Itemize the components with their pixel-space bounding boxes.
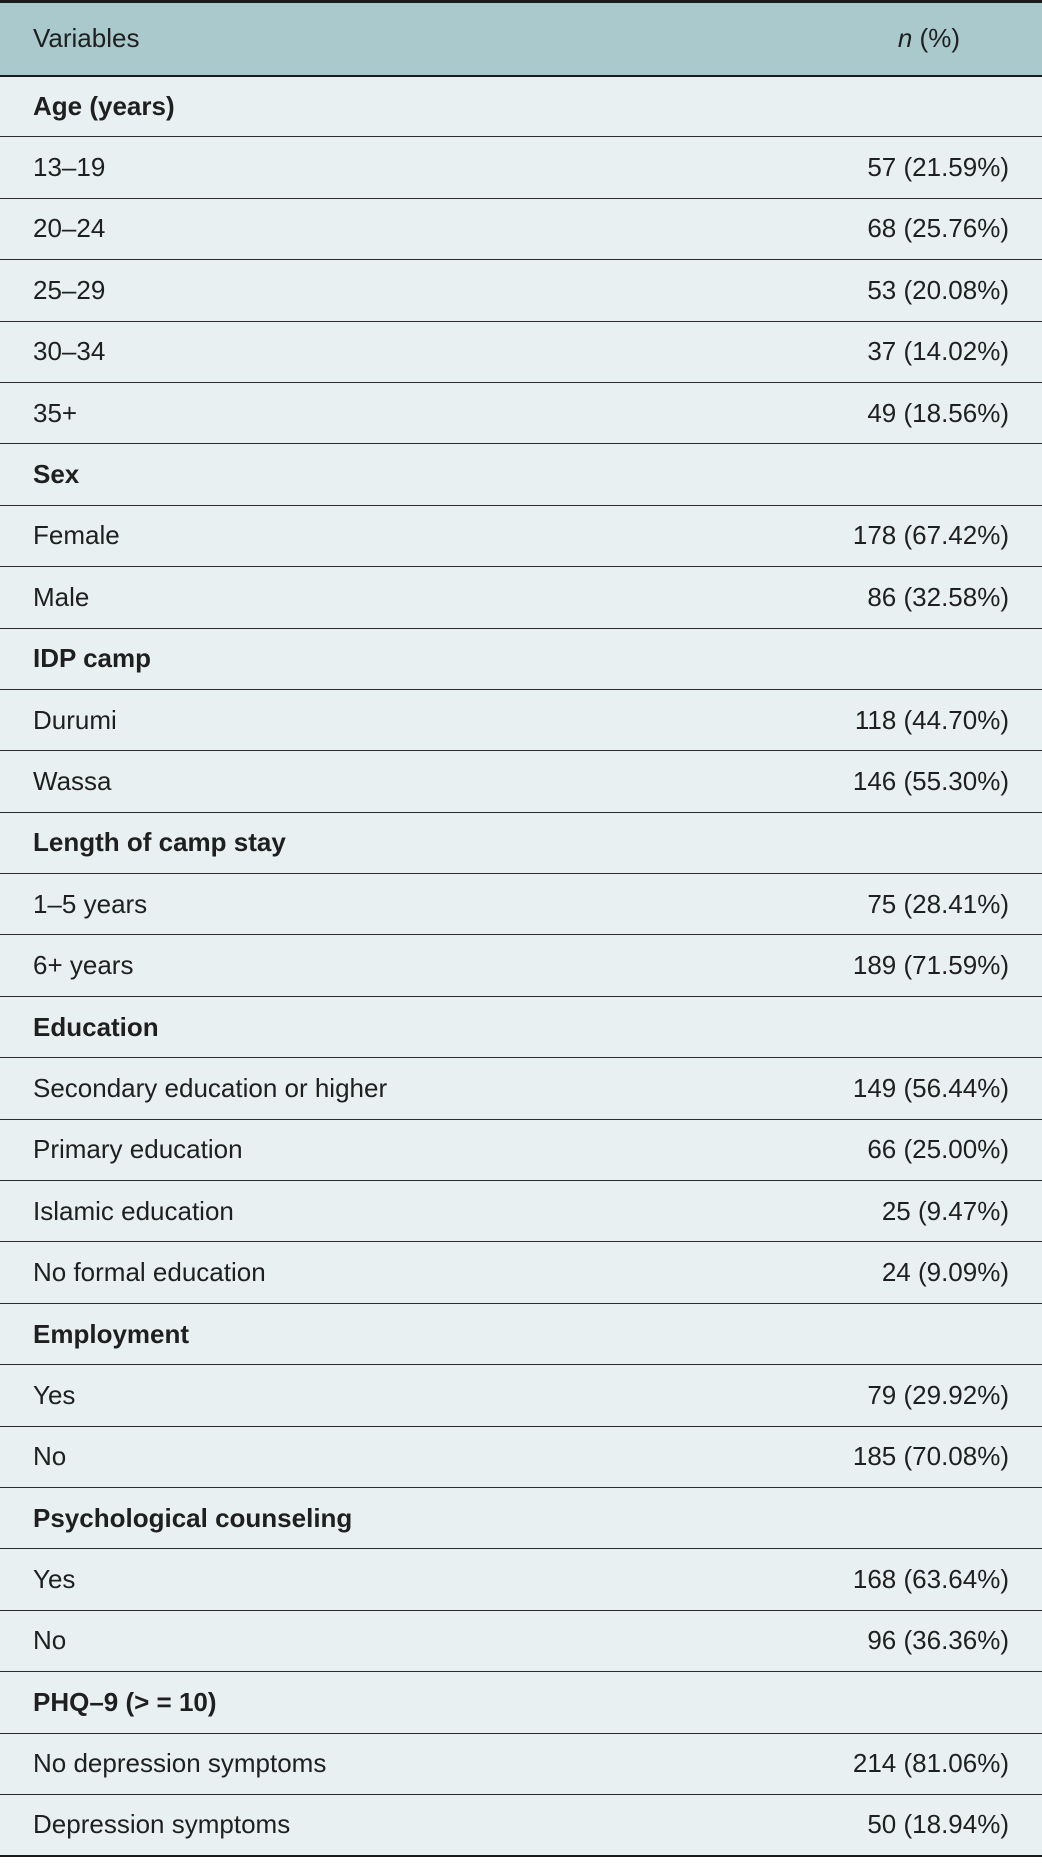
group-label: Sex: [33, 459, 80, 490]
variable-label: Male: [33, 581, 90, 612]
table-row: Secondary education or higher 149 (56.44%…: [0, 1057, 1042, 1119]
variable-label: Secondary education or higher: [33, 1072, 388, 1103]
n-percent-value: 86 (32.58%): [867, 581, 1009, 612]
n-percent-value: 118 (44.70%): [854, 704, 1009, 735]
n-percent-value: 66 (25.00%): [867, 1134, 1009, 1165]
table-row: Female 178 (67.42%): [0, 505, 1042, 566]
n-percent-value: 50 (18.94%): [867, 1809, 1009, 1840]
n-percent-value: [780, 628, 1042, 689]
table-row: 35+ 49 (18.56%): [0, 382, 1042, 443]
n-percent-value: [780, 76, 1042, 137]
table-row: 1–5 years 75 (28.41%): [0, 873, 1042, 935]
n-percent-value: 214 (81.06%): [852, 1748, 1009, 1779]
variable-label: 6+ years: [33, 950, 134, 981]
table-row: 6+ years 189 (71.59%): [0, 934, 1042, 996]
group-label: IDP camp: [33, 643, 152, 674]
n-percent-value: [780, 996, 1042, 1057]
variable-label: Wassa: [33, 765, 112, 796]
n-percent-value: 37 (14.02%): [867, 336, 1009, 367]
n-percent-value: 53 (20.08%): [867, 274, 1009, 305]
table-row: Primary education 66 (25.00%): [0, 1119, 1042, 1180]
header-n-percent: n (%): [780, 0, 1042, 77]
table-row: Yes 168 (63.64%): [0, 1548, 1042, 1610]
variable-label: No formal education: [33, 1257, 266, 1288]
n-percent-value: [780, 1487, 1042, 1548]
table-row: 30–34 37 (14.02%): [0, 321, 1042, 382]
variable-label: Yes: [33, 1379, 76, 1410]
group-header-row: Employment: [0, 1303, 1042, 1364]
variable-label: No depression symptoms: [33, 1748, 327, 1779]
variable-label: Depression symptoms: [33, 1809, 291, 1840]
variable-label: 30–34: [33, 336, 106, 367]
group-header-row: Age (years): [0, 76, 1042, 137]
variable-label: 1–5 years: [33, 888, 148, 919]
table-header: Variables n (%): [0, 0, 1042, 77]
n-percent-value: 25 (9.47%): [881, 1195, 1009, 1226]
group-header-row: PHQ–9 (> = 10): [0, 1671, 1042, 1733]
table-row: Islamic education 25 (9.47%): [0, 1180, 1042, 1242]
n-percent-value: 189 (71.59%): [852, 950, 1009, 981]
n-percent-value: 24 (9.09%): [881, 1257, 1009, 1288]
n-percent-value: [780, 812, 1042, 873]
variable-label: Yes: [33, 1564, 76, 1595]
n-percent-value: [780, 444, 1042, 505]
group-label: Employment: [33, 1318, 190, 1349]
variable-label: No: [33, 1625, 67, 1656]
table-row: 20–24 68 (25.76%): [0, 198, 1042, 259]
table-row: No formal education 24 (9.09%): [0, 1241, 1042, 1303]
n-percent-value: 57 (21.59%): [867, 152, 1009, 183]
group-header-row: Education: [0, 996, 1042, 1057]
table-body: Age (years) 13–19 57 (21.59%) 20–24 68 (25.7…: [0, 76, 1042, 1856]
group-header-row: Length of camp stay: [0, 812, 1042, 873]
variable-label: No: [33, 1441, 67, 1472]
table-row: Yes 79 (29.92%): [0, 1364, 1042, 1426]
n-percent-value: 185 (70.08%): [852, 1441, 1009, 1472]
variable-label: Durumi: [33, 704, 117, 735]
group-label: PHQ–9 (> = 10): [33, 1686, 217, 1717]
variable-label: 35+: [33, 397, 78, 428]
n-percent-value: [780, 1672, 1042, 1733]
n-percent-value: 79 (29.92%): [867, 1379, 1009, 1410]
variable-label: 20–24: [33, 213, 106, 244]
header-variables: Variables: [0, 0, 780, 77]
header-percent: (%): [912, 23, 960, 54]
n-percent-value: [780, 1303, 1042, 1364]
group-label: Age (years): [33, 90, 175, 121]
table-row: 13–19 57 (21.59%): [0, 136, 1042, 198]
n-percent-value: 96 (36.36%): [867, 1625, 1009, 1656]
group-header-row: Psychological counseling: [0, 1487, 1042, 1548]
table-row: Durumi 118 (44.70%): [0, 689, 1042, 750]
n-percent-value: 49 (18.56%): [867, 397, 1009, 428]
table-row: Depression symptoms 50 (18.94%): [0, 1794, 1042, 1856]
group-label: Length of camp stay: [33, 827, 286, 858]
variable-label: Primary education: [33, 1134, 243, 1165]
table-row: Male 86 (32.58%): [0, 566, 1042, 628]
table-row: 25–29 53 (20.08%): [0, 259, 1042, 321]
n-percent-value: 146 (55.30%): [852, 765, 1009, 796]
n-percent-value: 68 (25.76%): [867, 213, 1009, 244]
header-n-italic: n: [897, 23, 913, 54]
group-label: Education: [33, 1011, 159, 1042]
n-percent-value: 75 (28.41%): [867, 888, 1009, 919]
table-row: Wassa 146 (55.30%): [0, 750, 1042, 812]
group-label: Psychological counseling: [33, 1502, 353, 1533]
group-header-row: IDP camp: [0, 628, 1042, 689]
variable-label: 13–19: [33, 152, 106, 183]
n-percent-value: 149 (56.44%): [852, 1072, 1009, 1103]
variable-label: 25–29: [33, 274, 106, 305]
table-row: No depression symptoms 214 (81.06%): [0, 1733, 1042, 1794]
n-percent-value: 168 (63.64%): [852, 1564, 1009, 1595]
n-percent-value: 178 (67.42%): [852, 520, 1009, 551]
header-row: Variables n (%): [0, 0, 1042, 77]
variable-label: Female: [33, 520, 120, 551]
table-row: No 185 (70.08%): [0, 1426, 1042, 1487]
group-header-row: Sex: [0, 443, 1042, 505]
table-row: No 96 (36.36%): [0, 1610, 1042, 1671]
variable-label: Islamic education: [33, 1195, 234, 1226]
